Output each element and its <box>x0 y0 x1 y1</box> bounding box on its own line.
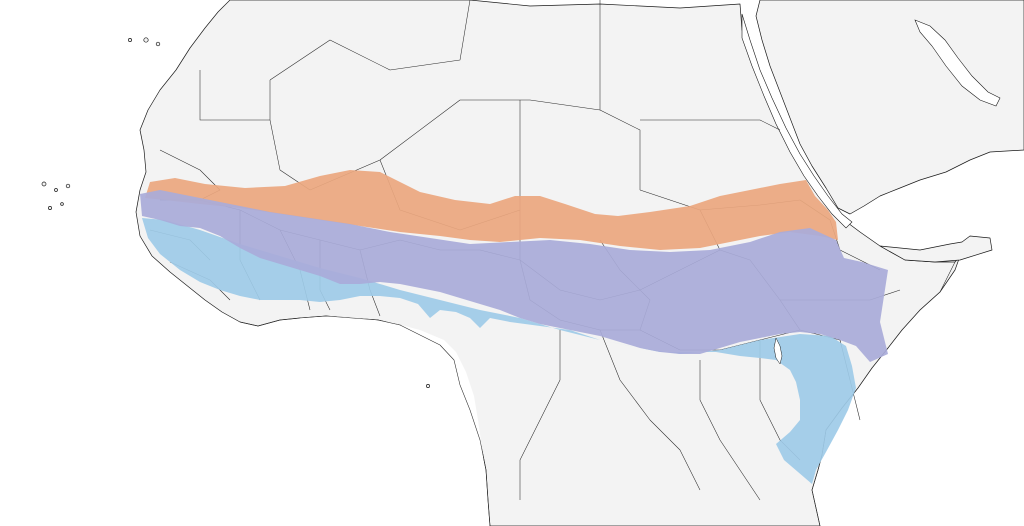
gulf-of-guinea-coast <box>239 315 491 526</box>
lake-turkana <box>773 337 783 365</box>
range-north <box>145 170 838 250</box>
range-south <box>142 218 856 484</box>
east-african-coast <box>811 261 956 526</box>
atlantic-islands <box>41 37 430 388</box>
persian-gulf <box>914 19 1001 107</box>
arabian-peninsula <box>755 0 1024 215</box>
red-sea <box>741 13 853 229</box>
horn-of-africa <box>879 235 993 263</box>
range-middle <box>140 190 888 362</box>
atlantic-ocean <box>245 316 488 526</box>
